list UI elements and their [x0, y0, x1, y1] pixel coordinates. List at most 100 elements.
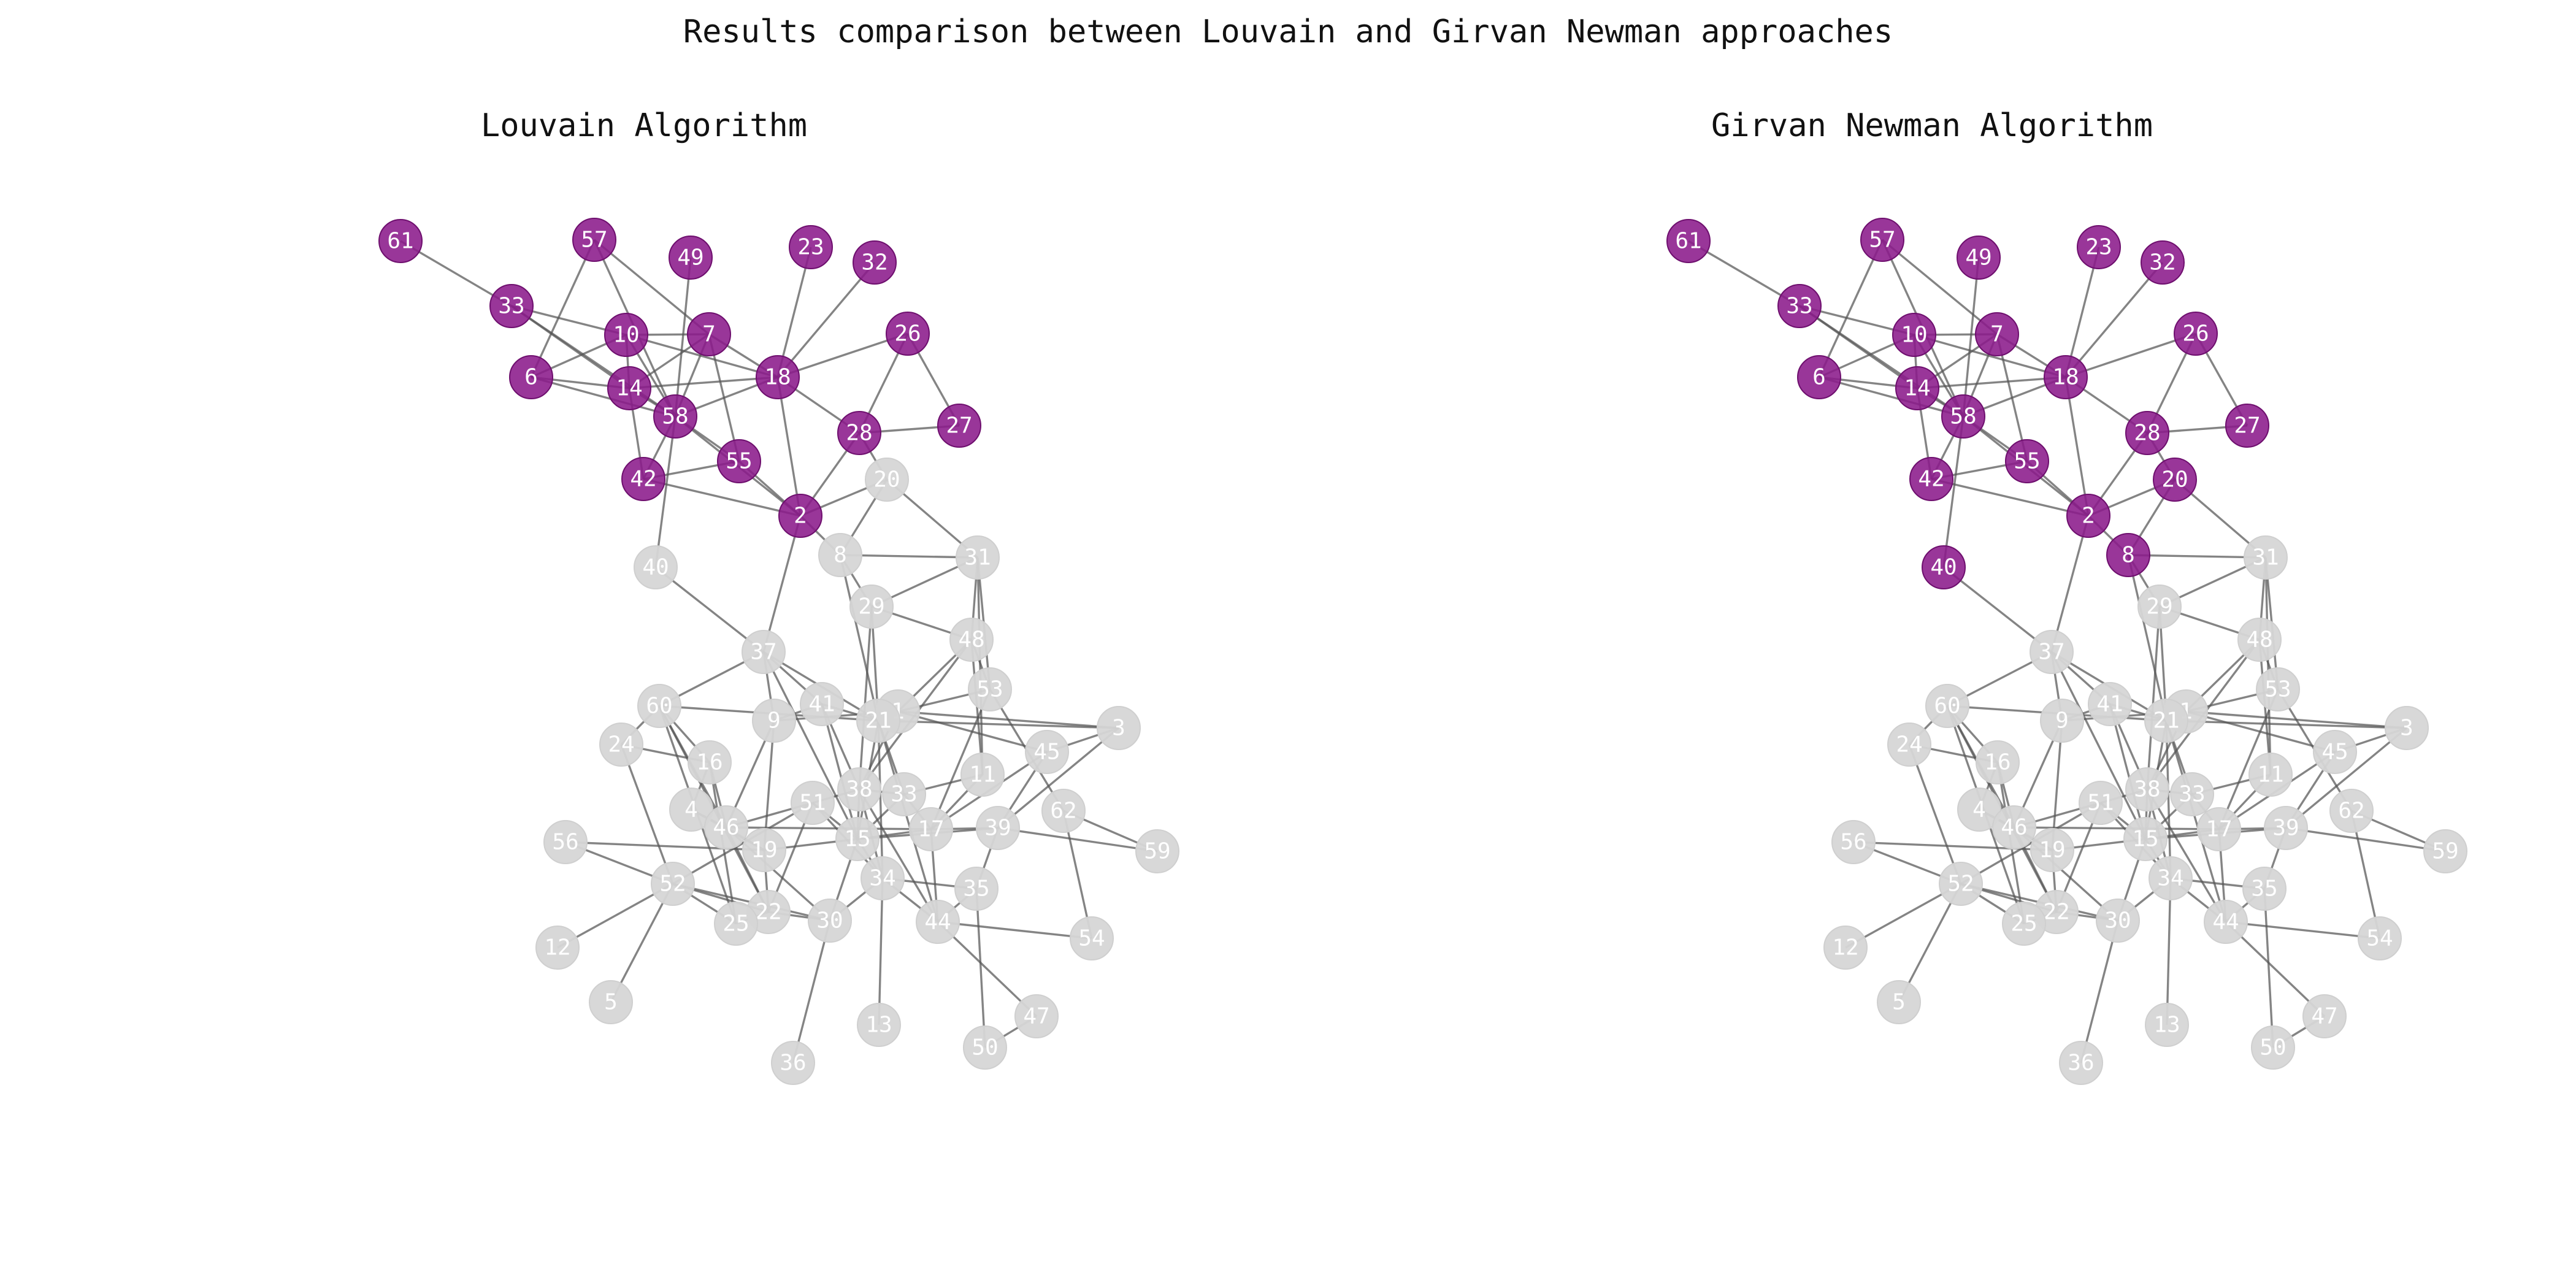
node: 32	[853, 240, 897, 285]
edge	[2225, 921, 2326, 1018]
edge	[776, 247, 812, 378]
node-label: 44	[924, 910, 951, 935]
node-circle	[1823, 926, 1868, 970]
node: 44	[916, 900, 960, 944]
node: 49	[1957, 236, 2001, 280]
node: 6	[1797, 355, 1841, 399]
node-circle	[2079, 781, 2123, 825]
node: 7	[1975, 312, 2019, 356]
edge	[777, 332, 908, 378]
node-label: 44	[2212, 910, 2239, 935]
node-circle	[1070, 916, 1114, 960]
node: 23	[789, 225, 833, 269]
node: 7	[687, 312, 731, 356]
edge	[1942, 416, 1965, 568]
edge	[531, 376, 676, 418]
node-circle	[2145, 1003, 2189, 1047]
node-circle-highlighted	[1909, 457, 1953, 501]
node-label: 14	[1904, 376, 1930, 401]
node-label: 55	[2014, 449, 2040, 474]
node: 26	[886, 312, 930, 356]
node-label: 28	[2134, 421, 2160, 446]
edge	[530, 239, 596, 378]
node: 10	[1892, 313, 1936, 357]
node: 54	[1070, 916, 1114, 960]
node-circle	[882, 772, 926, 816]
node: 2	[778, 494, 822, 538]
node-circle-highlighted	[886, 312, 930, 356]
node-circle-highlighted	[1777, 284, 1822, 328]
node-label: 17	[2206, 817, 2232, 842]
node-label: 14	[616, 376, 642, 401]
edge	[2065, 332, 2196, 378]
node-circle-highlighted	[1975, 312, 2019, 356]
node-circle	[2144, 699, 2188, 743]
node-circle	[2313, 730, 2357, 774]
node: 21	[2144, 699, 2188, 743]
node-circle-highlighted	[621, 457, 665, 501]
node-label: 7	[1990, 322, 2004, 347]
node: 5	[589, 980, 633, 1024]
node-circle	[704, 805, 748, 849]
node-label: 46	[713, 815, 739, 840]
node: 52	[651, 862, 695, 906]
edge	[839, 554, 880, 721]
node: 11	[960, 753, 1005, 797]
node: 20	[865, 458, 909, 502]
node: 6	[509, 355, 553, 399]
node-circle-highlighted	[1895, 366, 1939, 410]
edge	[726, 826, 932, 830]
node-label: 60	[1934, 694, 1960, 719]
node-circle	[2170, 772, 2214, 816]
node-label: 27	[946, 413, 972, 439]
node-circle-highlighted	[572, 218, 616, 262]
node-circle	[1925, 684, 1969, 728]
node-circle-highlighted	[717, 439, 761, 483]
node: 37	[2030, 630, 2074, 674]
node: 11	[2248, 753, 2293, 797]
edge	[877, 720, 939, 922]
node: 40	[1922, 545, 1966, 589]
node-circle	[857, 1003, 901, 1047]
node: 36	[771, 1041, 815, 1085]
node-circle	[651, 862, 695, 906]
node: 55	[717, 439, 761, 483]
node-circle	[1887, 723, 1931, 767]
node-circle-highlighted	[607, 366, 651, 410]
node-label: 38	[846, 777, 872, 802]
node-circle	[543, 820, 588, 864]
node-circle-highlighted	[653, 394, 697, 439]
node-label: 27	[2234, 413, 2260, 439]
edge	[2218, 689, 2279, 830]
edge	[654, 416, 677, 568]
node-circle	[2059, 1041, 2103, 1085]
node: 28	[837, 411, 881, 455]
node: 41	[800, 682, 844, 726]
node-circle	[956, 535, 1000, 580]
node-label: 42	[630, 467, 656, 492]
node-label: 13	[2153, 1013, 2180, 1038]
edge	[2080, 920, 2119, 1064]
node-circle	[2385, 706, 2429, 750]
edge	[1917, 376, 2066, 389]
louvain-panel: Louvain Algorithm 61 57 49 23 32 33 10 7 26 6 14 18…	[378, 107, 1179, 1085]
node-circle	[1025, 730, 1069, 774]
node-circle	[2030, 630, 2074, 674]
node-circle	[2096, 899, 2140, 943]
node-label: 41	[808, 692, 835, 717]
node-circle-highlighted	[2066, 494, 2110, 538]
node: 30	[2096, 899, 2140, 943]
node-label: 46	[2001, 815, 2027, 840]
node-circle	[835, 817, 880, 861]
node-circle	[2248, 753, 2293, 797]
edge	[626, 334, 778, 378]
node: 15	[835, 817, 880, 861]
node-circle-highlighted	[2106, 533, 2150, 577]
node: 29	[2137, 585, 2182, 629]
edge	[643, 478, 801, 517]
node-label: 19	[751, 838, 777, 863]
node-circle	[2264, 806, 2308, 850]
node-circle	[2329, 789, 2374, 833]
node: 56	[543, 820, 588, 864]
